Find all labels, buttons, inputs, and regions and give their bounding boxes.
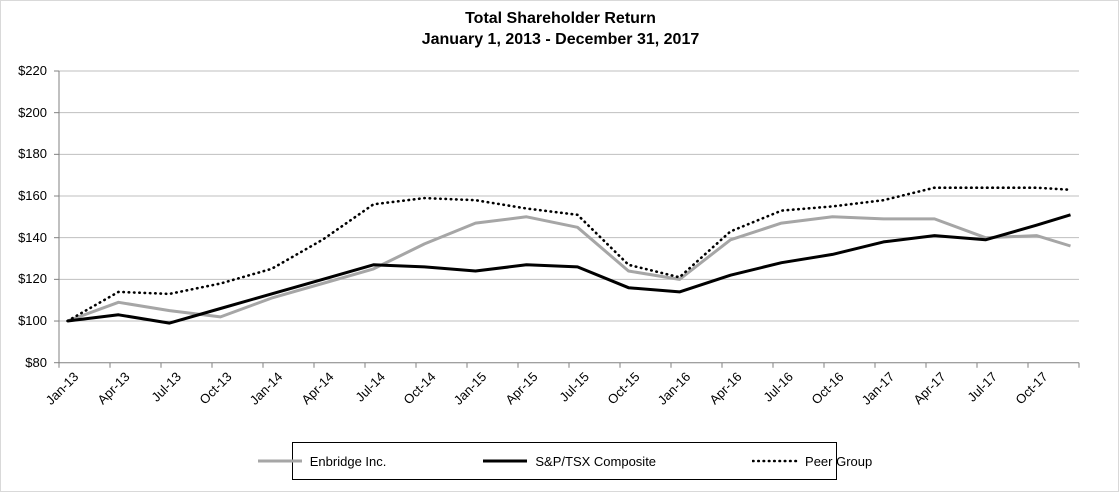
legend-item-enbridge-inc-: Enbridge Inc. (257, 453, 387, 469)
y-tick-label: $140 (18, 229, 47, 245)
legend-item-peer-group: Peer Group (752, 454, 872, 469)
series-line-peer-group (66, 186, 1072, 323)
chart-title: Total Shareholder Return (465, 10, 656, 27)
legend-line-sample-icon (483, 459, 528, 463)
y-tick-label: $120 (18, 271, 47, 287)
y-tick-label: $180 (18, 146, 47, 162)
legend: Enbridge Inc. S&P/TSX Composite Peer Group (257, 442, 872, 480)
legend-line-sample-icon (752, 459, 799, 463)
legend-label: Enbridge Inc. (309, 453, 387, 469)
series-line-enbridge-inc- (66, 215, 1071, 323)
legend-label: S&P/TSX Composite (535, 453, 657, 469)
y-tick-label: $160 (18, 188, 47, 203)
legend-label: Peer Group (805, 453, 873, 469)
legend-item-s-p-tsx-composite: S&P/TSX Composite (482, 454, 656, 469)
series-line-s-p-tsx-composite (67, 213, 1071, 325)
legend-line-sample-icon (257, 459, 302, 463)
y-tick-label: $220 (18, 63, 47, 78)
y-tick-label: $80 (25, 354, 47, 370)
title-block: Total Shareholder Return January 1, 2013… (1, 9, 1119, 50)
chart-subtitle: January 1, 2013 - December 31, 2017 (421, 31, 700, 48)
y-tick-label: $100 (18, 313, 47, 329)
y-tick-label: $200 (18, 104, 47, 120)
